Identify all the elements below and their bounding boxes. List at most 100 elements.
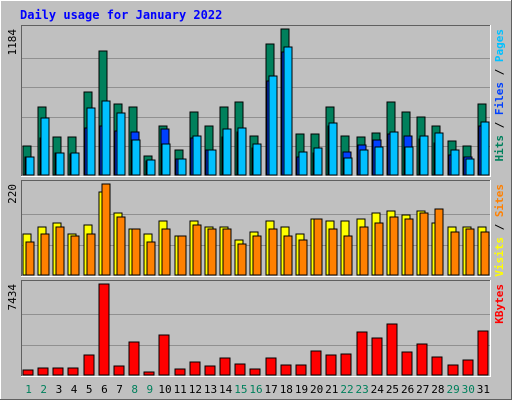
bar-pages-day-27: [419, 135, 429, 176]
bar-kbytes-day-5: [83, 354, 95, 376]
bar-pages-day-3: [55, 152, 65, 176]
legend-segment: Pages: [493, 29, 506, 62]
series-legend: Hits / Files / Pages: [493, 29, 506, 162]
x-tick-label: 20: [310, 383, 323, 396]
bar-pages-day-30: [465, 158, 475, 176]
x-tick-label: 12: [189, 383, 202, 396]
x-tick-label: 29: [446, 383, 459, 396]
bar-pages-day-21: [328, 122, 338, 176]
bar-pages-day-29: [450, 149, 460, 176]
bar-pages-day-4: [70, 152, 80, 176]
x-tick-label: 6: [101, 383, 108, 396]
bar-pages-day-15: [237, 127, 247, 176]
bar-kbytes-day-9: [143, 371, 155, 376]
x-tick-label: 4: [71, 383, 78, 396]
x-tick-label: 19: [295, 383, 308, 396]
bar-sites-day-17: [268, 228, 278, 276]
bar-kbytes-day-10: [158, 334, 170, 376]
bar-kbytes-day-18: [280, 364, 292, 376]
bar-sites-day-24: [374, 222, 384, 276]
x-tick-label: 1: [25, 383, 32, 396]
bar-sites-day-22: [343, 235, 353, 276]
bar-pages-day-7: [116, 112, 126, 176]
x-tick-label: 14: [219, 383, 233, 396]
bar-kbytes-day-16: [249, 368, 261, 376]
bar-kbytes-day-4: [67, 367, 79, 376]
bar-kbytes-day-11: [174, 368, 186, 376]
x-tick-label: 26: [401, 383, 414, 396]
x-tick-label: 8: [131, 383, 138, 396]
bar-sites-day-18: [283, 235, 293, 276]
bar-pages-day-24: [374, 146, 384, 176]
series-legend: KBytes: [493, 284, 506, 324]
day-labels: 1 2 3 4 5 6 7 8 9 10 11 12 13 14 15 16 17 18 19 20 21 22 23 24 2…: [25, 383, 490, 396]
x-tick-label: 24: [371, 383, 385, 396]
legend-segment: /: [493, 62, 506, 82]
bar-pages-day-5: [86, 107, 96, 176]
bar-sites-day-6: [101, 183, 111, 276]
bar-pages-day-22: [343, 157, 353, 176]
x-tick-label: 13: [204, 383, 217, 396]
bar-pages-day-13: [207, 149, 217, 176]
x-tick-label: 5: [86, 383, 93, 396]
bar-sites-day-11: [177, 235, 187, 276]
bar-sites-day-23: [359, 226, 369, 276]
bar-kbytes-day-19: [295, 364, 307, 376]
bar-kbytes-day-24: [371, 337, 383, 376]
bar-kbytes-day-13: [204, 365, 216, 376]
x-tick-label: 22: [340, 383, 353, 396]
bar-sites-day-13: [207, 228, 217, 276]
bar-kbytes-day-15: [234, 363, 246, 376]
bar-sites-day-29: [450, 231, 460, 276]
bar-kbytes-day-7: [113, 365, 125, 376]
bar-pages-day-14: [222, 128, 232, 176]
bar-sites-day-15: [237, 243, 247, 276]
legend-segment: Files: [493, 82, 506, 115]
bar-kbytes-day-25: [386, 323, 398, 376]
x-tick-label: 9: [147, 383, 154, 396]
bar-sites-day-10: [161, 228, 171, 276]
bar-pages-day-26: [404, 146, 414, 176]
bar-pages-day-1: [25, 156, 35, 176]
bar-kbytes-day-31: [477, 330, 489, 376]
x-tick-label: 25: [386, 383, 399, 396]
bar-kbytes-day-23: [356, 331, 368, 376]
bar-kbytes-day-28: [431, 356, 443, 376]
bar-pages-day-28: [434, 132, 444, 176]
x-tick-label: 15: [234, 383, 247, 396]
bar-kbytes-day-1: [22, 369, 34, 376]
bar-pages-day-9: [146, 159, 156, 176]
series-legend: Visits / Sites: [493, 184, 506, 277]
bar-sites-day-16: [252, 235, 262, 276]
x-tick-label: 23: [356, 383, 369, 396]
bar-pages-day-2: [40, 117, 50, 176]
bar-pages-day-11: [177, 158, 187, 176]
legend-segment: Sites: [493, 184, 506, 217]
bar-kbytes-day-3: [52, 367, 64, 376]
bar-sites-day-28: [434, 208, 444, 276]
x-tick-label: 31: [477, 383, 490, 396]
bar-kbytes-day-27: [416, 343, 428, 376]
legend-segment: /: [493, 217, 506, 237]
bar-kbytes-day-12: [189, 361, 201, 376]
bar-pages-day-20: [313, 147, 323, 176]
bar-sites-day-27: [419, 212, 429, 276]
bar-pages-day-12: [192, 135, 202, 176]
legend-segment: /: [493, 115, 506, 135]
bar-sites-day-19: [298, 239, 308, 276]
bar-sites-day-7: [116, 216, 126, 276]
bar-sites-day-25: [389, 216, 399, 276]
x-tick-label: 21: [325, 383, 338, 396]
bar-pages-day-6: [101, 100, 111, 176]
x-tick-label: 16: [249, 383, 262, 396]
bar-kbytes-day-6: [98, 283, 110, 376]
bar-sites-day-31: [480, 231, 490, 276]
bar-sites-day-26: [404, 218, 414, 276]
panel-visits-sites: 220 Visits / Sites: [6, 180, 506, 277]
bar-sites-day-3: [55, 226, 65, 276]
bar-kbytes-day-21: [325, 354, 337, 376]
x-tick-label: 7: [116, 383, 123, 396]
x-tick-label: 10: [158, 383, 171, 396]
x-tick-label: 3: [56, 383, 63, 396]
